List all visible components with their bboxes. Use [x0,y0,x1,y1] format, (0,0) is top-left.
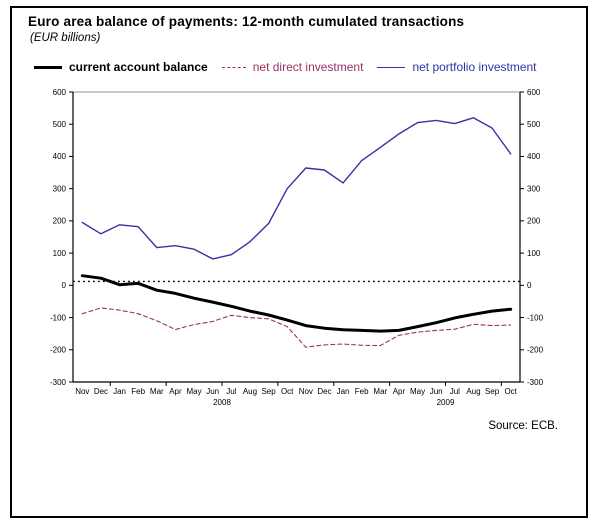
x-axis-label: Oct [281,387,294,396]
year-label: 2009 [437,398,455,407]
x-axis-label: Jun [430,387,443,396]
x-axis-label: Apr [393,387,406,396]
series-line-net-direct-investment [81,307,512,348]
y-axis-label-left: -100 [50,313,67,322]
y-axis-label-right: 500 [527,120,541,129]
y-axis-label-left: 300 [53,184,67,193]
x-axis-label: Mar [373,387,387,396]
x-axis-label: Nov [75,387,89,396]
figure-frame: Euro area balance of payments: 12-month … [10,6,588,518]
legend-line-current-account-sample [34,65,62,69]
legend-item-net-portfolio-investment: net portfolio investment [377,60,537,74]
legend-item-net-direct-investment: net direct investment [221,60,364,74]
year-label: 2008 [213,398,231,407]
x-axis-label: Jun [206,387,219,396]
y-axis-label-left: 600 [53,88,67,97]
x-axis-label: Sep [485,387,500,396]
chart-subtitle: (EUR billions) [30,32,101,44]
y-axis-label-left: 200 [53,217,67,226]
y-axis-label-right: -200 [527,346,544,355]
x-axis-label: May [410,387,425,396]
x-axis-label: Jan [113,387,126,396]
legend-label-net-portfolio-investment: net portfolio investment [412,60,537,74]
series-line-current-account-balance [80,274,513,333]
y-axis-label-right: 300 [527,184,541,193]
chart-area: 600 600 500 500 400 400 300 300 200 200 100 100 0 0 -1… [18,84,566,421]
legend-line-net-portfolio-investment-sample [377,66,406,68]
balance-of-payments-chart: 600 600 500 500 400 400 300 300 200 200 100 100 0 0 -1… [50,88,544,407]
x-axis-label: Dec [317,387,331,396]
x-axis-label: Apr [169,387,182,396]
y-axis-label-right: 600 [527,88,541,97]
x-axis-label: Jul [226,387,236,396]
y-axis-label-left: 100 [53,249,67,258]
x-axis-label: Oct [504,387,517,396]
legend-label-net-direct-investment: net direct investment [252,60,364,74]
legend-line-net-direct-investment-sample [221,66,246,68]
y-axis-label-left: 400 [53,152,67,161]
y-axis-label-right: -300 [527,378,544,387]
y-axis-label-right: -100 [527,313,544,322]
legend-item-current-account: current account balance [34,60,208,74]
y-axis-label-left: -300 [50,378,67,387]
x-axis-label: Dec [94,387,108,396]
x-axis-label: Nov [299,387,313,396]
legend-label-current-account: current account balance [69,60,208,74]
x-axis-label: Aug [466,387,480,396]
chart-title: Euro area balance of payments: 12-month … [28,14,465,29]
x-axis-label: Jan [337,387,350,396]
x-axis-label: Feb [355,387,369,396]
y-axis-label-right: 100 [527,249,541,258]
y-axis-label-right: 0 [527,281,532,290]
x-axis-label: Mar [150,387,164,396]
y-axis-label-left: 0 [62,281,67,290]
x-axis-label: Sep [261,387,276,396]
x-axis-label: Feb [131,387,145,396]
y-axis-label-left: -200 [50,346,67,355]
x-axis-label: May [187,387,202,396]
source-note: Source: ECB. [488,420,558,432]
y-axis-label-right: 200 [527,217,541,226]
y-axis-label-left: 500 [53,120,67,129]
series-line-net-portfolio-investment [81,117,512,260]
chart-legend: current account balance net direct inves… [34,60,537,74]
x-axis-label: Aug [243,387,257,396]
y-axis-label-right: 400 [527,152,541,161]
x-axis-label: Jul [450,387,460,396]
